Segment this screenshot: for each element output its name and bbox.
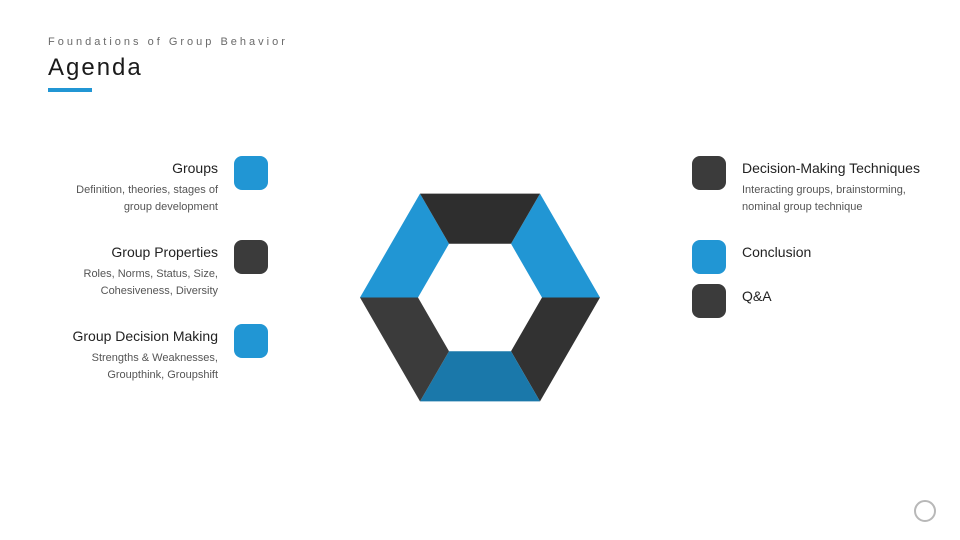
bullet-chip [692, 240, 726, 274]
agenda-item-groups: Groups Definition, theories, stages of g… [48, 160, 268, 216]
bullet-chip [692, 284, 726, 318]
bullet-chip [692, 156, 726, 190]
eyebrow-text: Foundations of Group Behavior [48, 36, 288, 48]
item-desc: Definition, theories, stages of group de… [48, 182, 218, 216]
bullet-chip [234, 240, 268, 274]
agenda-item-qa: Q&A [692, 288, 932, 304]
bullet-chip [234, 324, 268, 358]
item-title: Decision-Making Techniques [742, 160, 932, 176]
item-title: Q&A [742, 288, 932, 304]
agenda-item-decision-making: Group Decision Making Strengths & Weakne… [48, 328, 268, 384]
item-title: Groups [48, 160, 218, 176]
agenda-item-conclusion: Conclusion [692, 244, 932, 260]
item-desc: Interacting groups, brainstorming, nomin… [742, 182, 932, 216]
item-desc: Roles, Norms, Status, Size, Cohesiveness… [48, 266, 218, 300]
item-title: Group Properties [48, 244, 218, 260]
slide: Foundations of Group Behavior Agenda Gro… [0, 0, 960, 540]
hexagon-svg [340, 158, 620, 438]
item-title: Group Decision Making [48, 328, 218, 344]
agenda-item-techniques: Decision-Making Techniques Interacting g… [692, 160, 932, 216]
corner-circle-icon [914, 500, 936, 522]
hexagon-graphic [340, 158, 620, 443]
title-underline [48, 88, 92, 92]
left-column: Groups Definition, theories, stages of g… [48, 160, 268, 412]
agenda-item-properties: Group Properties Roles, Norms, Status, S… [48, 244, 268, 300]
item-desc: Strengths & Weaknesses, Groupthink, Grou… [48, 350, 218, 384]
item-title: Conclusion [742, 244, 932, 260]
page-title: Agenda [48, 54, 143, 82]
right-column: Decision-Making Techniques Interacting g… [692, 160, 932, 332]
bullet-chip [234, 156, 268, 190]
